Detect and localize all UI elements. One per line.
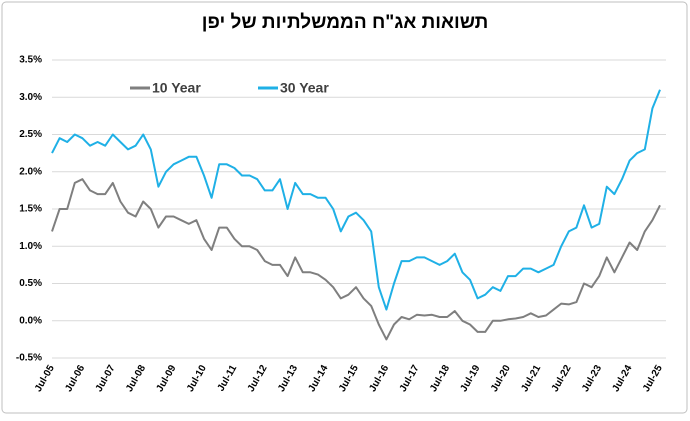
y-tick-label: -0.5% bbox=[16, 353, 42, 364]
line-series bbox=[51, 89, 661, 311]
y-tick-label: 1.5% bbox=[19, 204, 42, 215]
y-tick-label: 3.0% bbox=[19, 92, 42, 103]
line-series bbox=[51, 178, 661, 341]
legend-label: 30 Year bbox=[280, 80, 329, 96]
chart-border bbox=[1, 1, 688, 414]
y-tick-label: 0.5% bbox=[19, 278, 42, 289]
y-tick-label: 2.0% bbox=[19, 166, 42, 177]
y-tick-label: 2.5% bbox=[19, 129, 42, 140]
chart-title: תשואות אג"ח הממשלתיות של יפן bbox=[202, 12, 489, 33]
y-tick-label: 3.5% bbox=[19, 55, 42, 66]
y-tick-label: 0.0% bbox=[19, 315, 42, 326]
legend-label: 10 Year bbox=[152, 80, 201, 96]
y-tick-label: 1.0% bbox=[19, 241, 42, 252]
